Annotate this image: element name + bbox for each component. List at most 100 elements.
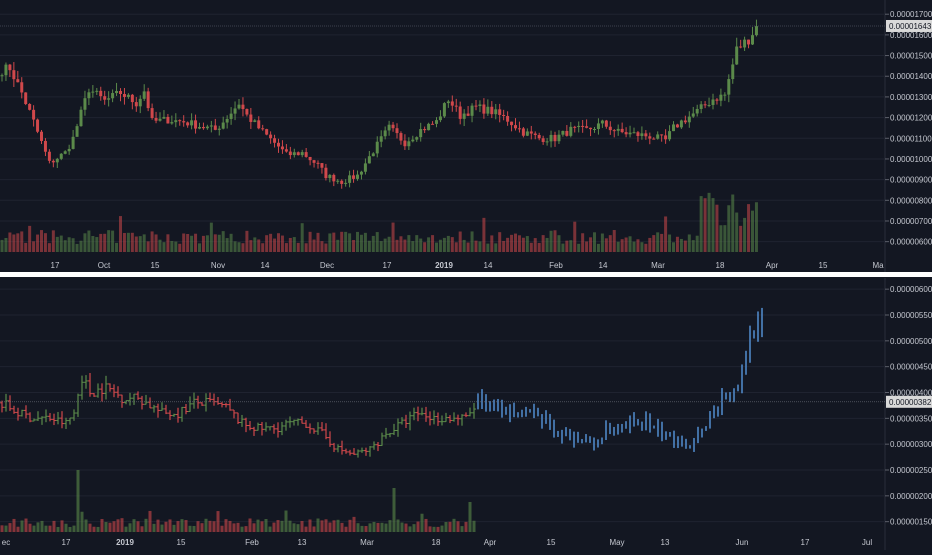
top-candle-body bbox=[273, 138, 277, 143]
top-candle-body bbox=[55, 158, 59, 163]
top-volume-bar bbox=[115, 242, 119, 252]
top-candle-body bbox=[8, 64, 12, 71]
top-candle-body bbox=[751, 35, 754, 45]
top-volume-bar bbox=[711, 198, 715, 252]
top-volume-bar bbox=[261, 243, 265, 252]
top-x-tick-label: Mar bbox=[651, 261, 665, 270]
top-candle-body bbox=[624, 132, 628, 135]
bottom-volume-bar bbox=[200, 523, 204, 532]
top-candle-body bbox=[687, 116, 691, 123]
bottom-volume-bar bbox=[268, 526, 272, 532]
top-volume-bar bbox=[431, 235, 435, 252]
top-candle-body bbox=[577, 125, 581, 128]
top-volume-bar bbox=[549, 230, 553, 252]
top-volume-bar bbox=[296, 242, 300, 252]
top-candle-body bbox=[209, 125, 213, 127]
bottom-volume-bar bbox=[72, 525, 76, 532]
top-candle-body bbox=[288, 151, 292, 156]
bottom-volume-bar bbox=[276, 520, 280, 532]
top-candle-body bbox=[217, 128, 221, 130]
top-candle-body bbox=[600, 120, 604, 124]
top-candle-body bbox=[16, 79, 20, 83]
top-candle-body bbox=[146, 91, 150, 109]
top-candle-body bbox=[324, 167, 328, 179]
top-volume-bar bbox=[727, 205, 731, 252]
top-volume-bar bbox=[403, 239, 407, 252]
top-candle-body bbox=[352, 175, 356, 179]
top-y-tick-label: 0.00000700 bbox=[890, 217, 932, 226]
top-candle-body bbox=[277, 142, 280, 147]
top-candle-body bbox=[356, 174, 359, 179]
bottom-volume-bar bbox=[116, 519, 120, 532]
top-y-tick-label: 0.00001300 bbox=[890, 93, 932, 102]
top-candle-body bbox=[474, 105, 478, 107]
bottom-volume-bar bbox=[128, 523, 132, 532]
bottom-volume-bar bbox=[132, 519, 136, 532]
top-volume-bar bbox=[67, 237, 71, 252]
top-y-tick-label: 0.00000900 bbox=[890, 176, 932, 185]
bottom-volume-bar bbox=[192, 525, 196, 532]
top-volume-bar bbox=[344, 231, 348, 252]
bottom-volume-bar bbox=[204, 518, 208, 532]
top-x-tick-label: 17 bbox=[383, 261, 392, 270]
top-candle-body bbox=[442, 103, 446, 117]
bottom-volume-bar bbox=[184, 520, 188, 532]
top-volume-bar bbox=[517, 235, 521, 252]
bottom-volume-bar bbox=[384, 523, 388, 532]
top-volume-bar bbox=[644, 243, 648, 252]
top-volume-bar bbox=[529, 242, 533, 252]
top-volume-bar bbox=[387, 236, 391, 252]
top-candle-body bbox=[573, 126, 577, 128]
top-candle-body bbox=[466, 113, 470, 116]
top-candle-body bbox=[261, 128, 265, 130]
bottom-volume-bar bbox=[380, 522, 384, 532]
top-candle-body bbox=[514, 125, 517, 129]
top-candle-body bbox=[300, 152, 304, 156]
top-candle-body bbox=[715, 99, 719, 101]
top-candle-body bbox=[47, 151, 51, 161]
bottom-volume-bar bbox=[188, 525, 192, 532]
top-candle-body bbox=[529, 131, 533, 134]
bottom-x-tick-label: Jun bbox=[736, 538, 749, 547]
top-volume-bar bbox=[20, 231, 24, 252]
bottom-volume-bar bbox=[360, 525, 364, 532]
top-candle-body bbox=[656, 134, 660, 139]
bottom-x-tick-label: 15 bbox=[547, 538, 556, 547]
top-candle-body bbox=[221, 122, 225, 129]
top-volume-bar bbox=[604, 238, 608, 252]
top-candle-body bbox=[478, 104, 482, 107]
top-volume-bar bbox=[636, 239, 640, 252]
bottom-volume-bar bbox=[48, 525, 52, 532]
top-volume-bar bbox=[514, 233, 517, 252]
top-volume-bar bbox=[87, 230, 91, 252]
top-candle-body bbox=[612, 130, 616, 132]
top-volume-bar bbox=[178, 243, 182, 252]
top-volume-bar bbox=[454, 242, 458, 252]
bottom-volume-bar bbox=[124, 526, 128, 532]
top-candle-body bbox=[4, 64, 8, 76]
top-volume-bar bbox=[308, 231, 312, 252]
top-volume-bar bbox=[83, 233, 87, 252]
top-volume-bar bbox=[280, 235, 284, 252]
top-volume-bar bbox=[450, 237, 454, 252]
top-candle-body bbox=[411, 139, 415, 142]
top-candle-body bbox=[644, 133, 648, 137]
top-candle-body bbox=[707, 104, 711, 106]
bottom-volume-bar bbox=[244, 526, 248, 532]
bottom-volume-bar bbox=[424, 518, 428, 532]
bottom-volume-bar bbox=[440, 525, 444, 532]
top-x-tick-label: 18 bbox=[716, 261, 725, 270]
bottom-volume-bar bbox=[332, 520, 336, 532]
top-candle-body bbox=[517, 128, 521, 130]
top-candle-body bbox=[316, 162, 320, 164]
bottom-volume-bar bbox=[76, 470, 80, 532]
top-candle-body bbox=[257, 120, 261, 129]
top-candle-body bbox=[454, 105, 458, 107]
top-last-price-badge bbox=[886, 19, 932, 32]
bottom-volume-bar bbox=[444, 521, 448, 532]
top-candle-body bbox=[142, 91, 146, 99]
top-candle-body bbox=[20, 82, 24, 93]
bottom-volume-bar bbox=[16, 526, 20, 532]
top-volume-bar bbox=[367, 240, 371, 252]
top-candle-body bbox=[43, 140, 47, 152]
